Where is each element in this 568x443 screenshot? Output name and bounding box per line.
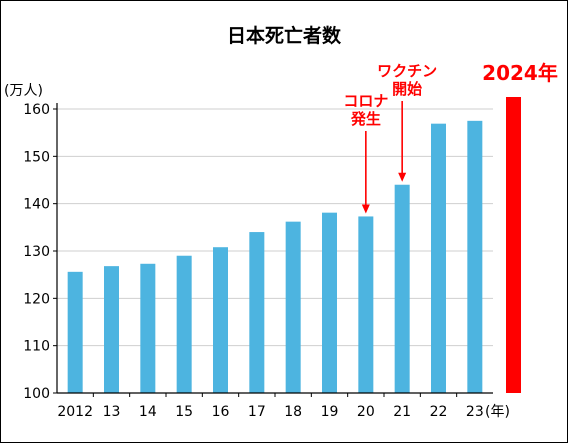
y-tick-label: 110 <box>23 339 50 355</box>
y-tick-label: 100 <box>23 386 50 402</box>
annotation-label: ワクチン <box>377 62 437 80</box>
annotation-label: 開始 <box>392 80 422 98</box>
x-tick-label: 18 <box>284 404 302 420</box>
x-tick-label: 21 <box>393 404 411 420</box>
x-tick-label: 23 <box>466 404 484 420</box>
y-axis-ticks: 100 110 120 130 140 150 160 <box>23 102 57 402</box>
x-tick-label: 22 <box>430 404 448 420</box>
x-tick-label: 19 <box>321 404 339 420</box>
bars <box>67 120 483 393</box>
annotation-label: コロナ <box>343 92 388 110</box>
chart-title: 日本死亡者数 <box>227 24 342 47</box>
x-tick-label: 20 <box>357 404 375 420</box>
bar-23 <box>467 120 483 393</box>
bar-19 <box>322 212 337 393</box>
y-tick-label: 120 <box>23 291 50 307</box>
bar-17 <box>249 232 265 393</box>
bar-16 <box>213 247 228 393</box>
y-axis-unit-label: (万人) <box>4 83 43 99</box>
grid-lines <box>57 108 493 347</box>
annotation-label: 発生 <box>350 110 381 128</box>
annotation-arrowhead <box>398 172 407 182</box>
highlight-label: 2024年 <box>482 61 558 85</box>
bar-14 <box>140 263 156 393</box>
highlight-bar <box>506 97 521 393</box>
x-tick-label: 15 <box>175 404 193 420</box>
axes <box>56 103 493 394</box>
y-tick-label: 150 <box>23 149 50 165</box>
y-tick-label: 130 <box>23 244 50 260</box>
bar-22 <box>431 123 446 393</box>
x-tick-label: 2012 <box>57 404 93 420</box>
bar-15 <box>176 255 192 393</box>
x-axis-ticks: 2012 13 14 15 16 17 18 19 20 21 22 23 <box>57 393 484 420</box>
x-tick-label: 17 <box>248 404 266 420</box>
bar-2012 <box>67 271 83 393</box>
bar-18 <box>285 221 301 393</box>
y-tick-label: 160 <box>23 102 50 118</box>
bar-13 <box>104 266 119 393</box>
annotation-arrowhead <box>361 204 370 214</box>
x-tick-label: 14 <box>139 404 157 420</box>
x-tick-label: 16 <box>212 404 230 420</box>
y-tick-label: 140 <box>23 197 50 213</box>
x-axis-unit-label: (年) <box>485 404 510 420</box>
bar-21 <box>394 184 410 393</box>
bar-20 <box>358 216 374 393</box>
highlight-2024: 2024年 <box>482 61 558 393</box>
x-tick-label: 13 <box>103 404 121 420</box>
